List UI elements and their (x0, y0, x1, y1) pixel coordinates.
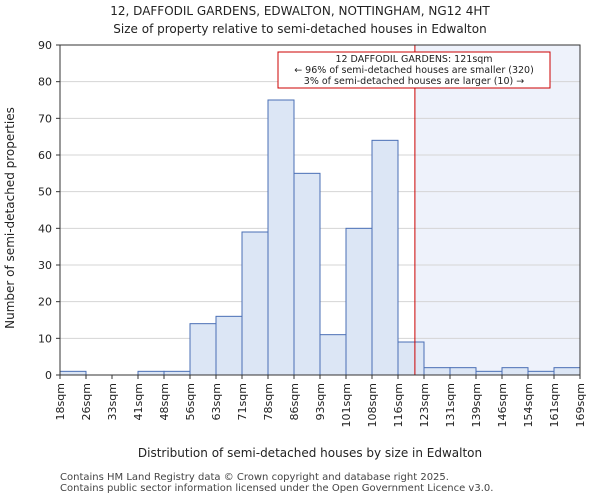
x-tick-label-26sqm: 26sqm (80, 383, 93, 420)
chart-subtitle: Size of property relative to semi-detach… (113, 22, 486, 36)
bar-86sqm (293, 172, 321, 376)
x-tick-label-71sqm: 71sqm (236, 383, 249, 420)
bar-154sqm (527, 370, 555, 376)
x-tick-label-93sqm: 93sqm (314, 383, 327, 420)
footer-line-2: Contains public sector information licen… (60, 483, 494, 494)
bar-161sqm (553, 367, 581, 376)
footer-line-1: Contains HM Land Registry data © Crown c… (60, 472, 449, 483)
larger-region-highlight (414, 45, 580, 375)
y-axis-label: Number of semi-detached properties (3, 107, 17, 329)
x-tick-label-48sqm: 48sqm (158, 383, 171, 420)
x-tick-label-154sqm: 154sqm (522, 383, 535, 427)
x-tick-label-116sqm: 116sqm (392, 383, 405, 427)
chart-title: 12, DAFFODIL GARDENS, EDWALTON, NOTTINGH… (110, 4, 490, 18)
y-tick-label-30: 30 (38, 259, 52, 272)
bar-139sqm (475, 370, 503, 376)
x-axis-ticks: 18sqm 26sqm 33sqm 41sqm 48sqm 56sqm 63sqm 71sqm… (54, 375, 587, 427)
annotation-box: 12 DAFFODIL GARDENS: 121sqm ← 96% of sem… (277, 51, 551, 89)
bar-93sqm (319, 334, 347, 376)
bar-48sqm (163, 370, 191, 376)
bar-116sqm (397, 341, 425, 376)
x-tick-label-56sqm: 56sqm (184, 383, 197, 420)
x-tick-label-86sqm: 86sqm (288, 383, 301, 420)
annotation-line-1: 12 DAFFODIL GARDENS: 121sqm (335, 54, 492, 65)
x-tick-label-139sqm: 139sqm (470, 383, 483, 427)
y-tick-label-90: 90 (38, 39, 52, 52)
x-tick-label-41sqm: 41sqm (132, 383, 145, 420)
annotation-border (277, 51, 551, 89)
y-tick-label-60: 60 (38, 149, 52, 162)
x-tick-label-108sqm: 108sqm (366, 383, 379, 427)
bar-41sqm (137, 370, 165, 376)
bars (59, 99, 581, 376)
y-tick-label-50: 50 (38, 186, 52, 199)
y-tick-label-40: 40 (38, 222, 52, 235)
bar-108sqm (371, 139, 399, 376)
x-tick-label-131sqm: 131sqm (444, 383, 457, 427)
y-tick-label-0: 0 (45, 369, 52, 382)
x-tick-label-146sqm: 146sqm (496, 383, 509, 427)
bar-63sqm (215, 315, 243, 376)
bar-131sqm (449, 367, 477, 376)
bar-101sqm (345, 227, 373, 376)
annotation-line-3: 3% of semi-detached houses are larger (1… (304, 76, 524, 87)
x-axis-label: Distribution of semi-detached houses by … (138, 446, 482, 460)
x-tick-label-169sqm: 169sqm (574, 383, 587, 427)
y-tick-label-10: 10 (38, 332, 52, 345)
bar-71sqm (241, 231, 269, 376)
bar-56sqm (189, 323, 217, 376)
x-tick-label-101sqm: 101sqm (340, 383, 353, 427)
x-tick-label-123sqm: 123sqm (418, 383, 431, 427)
y-axis-ticks: 0 10 20 30 40 50 60 70 80 90 (38, 39, 60, 382)
y-tick-label-80: 80 (38, 76, 52, 89)
y-tick-label-20: 20 (38, 296, 52, 309)
y-tick-label-70: 70 (38, 112, 52, 125)
annotation-line-2: ← 96% of semi-detached houses are smalle… (294, 65, 534, 76)
bar-78sqm (267, 99, 295, 376)
x-tick-label-18sqm: 18sqm (54, 383, 67, 420)
x-tick-label-161sqm: 161sqm (548, 383, 561, 427)
bar-146sqm (501, 367, 529, 376)
x-tick-label-33sqm: 33sqm (106, 383, 119, 420)
bar-123sqm (423, 367, 451, 376)
x-tick-label-63sqm: 63sqm (210, 383, 223, 420)
x-tick-label-78sqm: 78sqm (262, 383, 275, 420)
bar-18sqm (59, 370, 87, 376)
